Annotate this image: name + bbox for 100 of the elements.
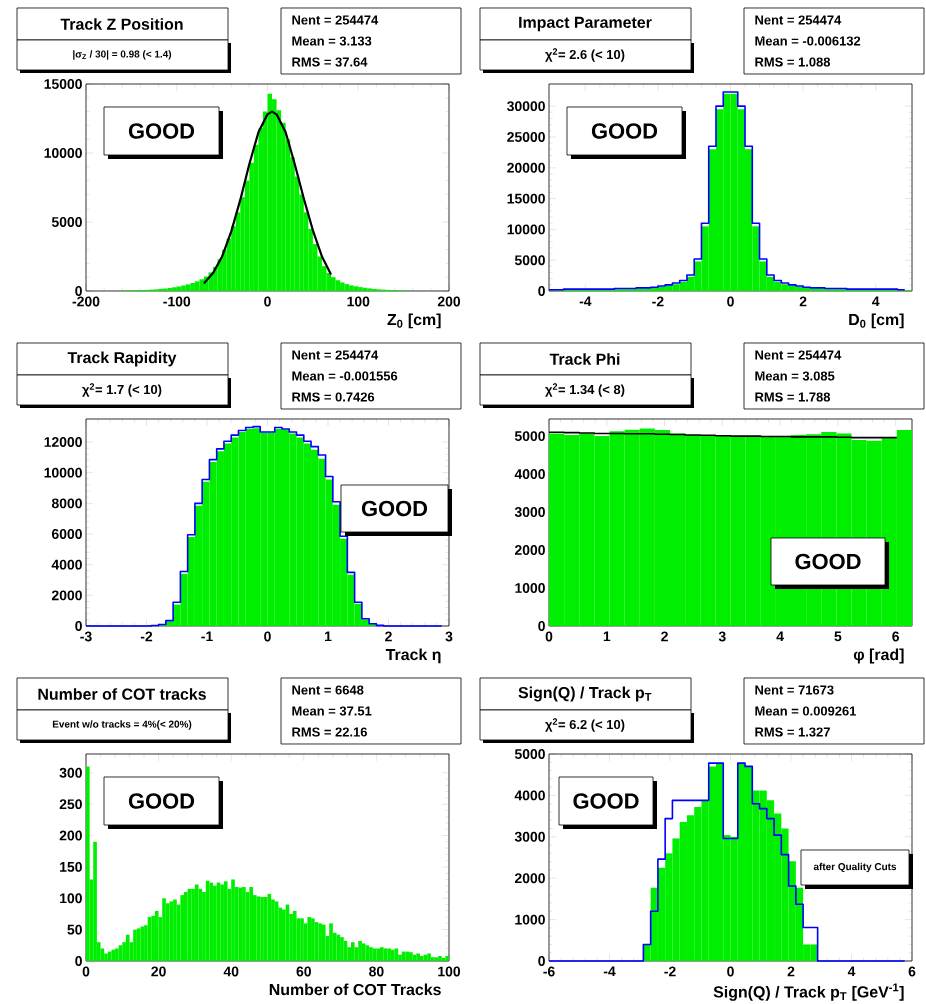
x-tick-label: 3 (718, 631, 726, 642)
x-tick-label: 6 (908, 966, 916, 977)
x-tick-label: 0 (727, 966, 734, 977)
y-tick-label: 0 (75, 621, 82, 631)
x-tick-label: 60 (296, 966, 311, 977)
y-tick-label: 250 (59, 799, 82, 810)
chart-subtitle: χ$^{2}$= 2.6 (< 10) (545, 48, 625, 62)
y-tick-label: 1000 (515, 914, 545, 925)
y-tick-label: 5000 (514, 431, 545, 442)
annotation: GOOD (128, 123, 195, 139)
annotation: GOOD (361, 500, 428, 517)
y-tick-label: 200 (59, 830, 82, 841)
x-tick-label: 1 (324, 631, 332, 642)
text: Mean = -0.001556 (292, 371, 398, 381)
x-tick-label: -2 (140, 631, 153, 642)
chart-subtitle: χ$^{2}$= 1.34 (< 8) (545, 383, 625, 397)
chart-title: Track Z Position (60, 18, 183, 30)
x-tick-label: 2 (661, 631, 668, 642)
y-tick-label: 100 (60, 893, 82, 904)
chart-subtitle: χ$^{2}$= 1.7 (< 10) (82, 383, 162, 397)
x-tick-label: -4 (603, 966, 616, 977)
x-axis-title: Sign(Q) / Track p$_{T}$ [GeV$^{-1}$] (713, 983, 904, 1001)
text: RMS = 1.788 (755, 392, 831, 402)
x-tick-label: 2 (787, 966, 795, 977)
y-tick-label: 4000 (514, 469, 545, 480)
x-tick-label: 1 (603, 631, 611, 642)
y-tick-label: 0 (538, 621, 545, 631)
x-tick-label: -2 (652, 296, 664, 307)
x-tick-label: -2 (664, 966, 676, 977)
chart-title: Sign(Q) / Track p$_{T}$ (518, 686, 652, 702)
y-tick-label: 8000 (51, 498, 82, 509)
y-tick-label: 0 (75, 286, 82, 296)
y-tick-label: 25000 (507, 132, 545, 142)
chart-title: Number of COT tracks (38, 688, 206, 700)
x-tick-label: -1 (201, 631, 213, 642)
text: Mean = 0.009261 (755, 706, 857, 716)
text: RMS = 22.16 (292, 727, 367, 737)
text: Nent = 6648 (292, 685, 364, 695)
x-tick-label: 2 (385, 631, 392, 642)
text: RMS = 1.327 (755, 727, 830, 737)
x-tick-label: -6 (543, 966, 555, 977)
text: Nent = 71673 (755, 685, 834, 695)
chart-subtitle: χ$^{2}$= 6.2 (< 10) (545, 718, 625, 732)
text: Mean = -0.006132 (755, 36, 861, 46)
y-tick-label: 2000 (514, 873, 545, 884)
y-tick-label: 5000 (514, 749, 545, 759)
chart-title: Impact Parameter (519, 16, 652, 32)
x-tick-label: -200 (72, 296, 100, 307)
text: Mean = 3.133 (292, 36, 372, 46)
x-tick-label: 0 (82, 966, 90, 977)
x-tick-label: 5 (834, 631, 842, 642)
y-tick-label: 5000 (514, 255, 545, 266)
y-tick-label: 3000 (514, 831, 545, 842)
y-tick-label: 4000 (514, 790, 545, 801)
text: Nent = 254474 (755, 350, 842, 360)
x-tick-label: -100 (163, 296, 191, 307)
x-tick-label: 4 (847, 966, 856, 977)
x-tick-label: 100 (347, 296, 370, 307)
y-tick-label: 12000 (44, 437, 82, 447)
y-tick-label: 15000 (507, 193, 545, 204)
x-axis-title: Z$_{0}$ [cm] (387, 313, 441, 329)
chart-subtitle: |σ$_{Z}$ / 30| = 0.98 (< 1.4) (73, 50, 172, 60)
y-tick-label: 0 (538, 956, 545, 966)
chart-title: Track Phi (549, 353, 620, 365)
x-axis-title: D$_{0}$ [cm] (849, 313, 904, 329)
x-axis-title: φ [rad] (853, 648, 904, 664)
x-tick-label: 40 (223, 966, 239, 977)
text: Nent = 254474 (755, 15, 842, 25)
x-tick-label: 0 (545, 631, 553, 642)
y-tick-label: 5000 (51, 217, 82, 227)
y-tick-label: 10000 (507, 224, 545, 235)
y-tick-label: 6000 (51, 529, 82, 539)
y-tick-label: 20000 (507, 162, 545, 173)
text: Nent = 254474 (292, 15, 379, 25)
y-tick-label: 2000 (514, 545, 545, 555)
y-tick-label: 10000 (44, 467, 82, 478)
x-tick-label: -4 (579, 296, 592, 307)
x-tick-label: 4 (776, 631, 784, 642)
y-tick-label: 300 (59, 767, 82, 778)
annotation: GOOD (573, 793, 639, 809)
x-tick-label: 0 (264, 631, 271, 642)
text: Mean = 37.51 (292, 706, 372, 716)
x-tick-label: 20 (151, 966, 166, 977)
x-axis-title: Number of COT Tracks (269, 983, 441, 996)
text: Mean = 3.085 (755, 371, 835, 381)
chart-subtitle: Event w/o tracks = 4%(< 20%) (52, 720, 192, 730)
x-tick-label: -3 (80, 631, 92, 642)
x-tick-label: 0 (264, 296, 271, 307)
x-tick-label: 100 (438, 966, 461, 977)
annotation: GOOD (795, 553, 861, 570)
y-tick-label: 50 (67, 924, 82, 935)
annotation: after Quality Cuts (813, 862, 897, 873)
y-tick-label: 0 (538, 286, 545, 296)
y-tick-label: 4000 (51, 559, 82, 570)
chart-title: Track Rapidity (67, 351, 177, 367)
x-tick-label: 0 (727, 296, 734, 307)
text: RMS = 37.64 (292, 57, 368, 67)
y-tick-label: 10000 (44, 148, 82, 158)
x-tick-label: 2 (799, 296, 807, 307)
annotation: GOOD (591, 123, 658, 139)
